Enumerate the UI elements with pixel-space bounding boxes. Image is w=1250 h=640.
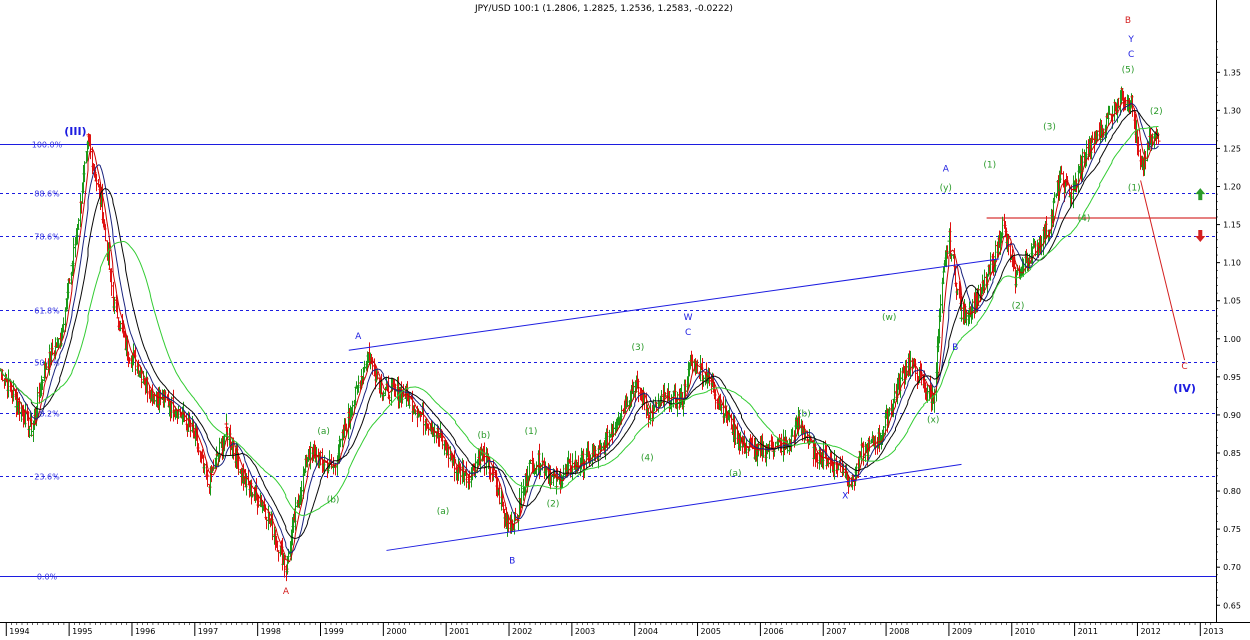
plot-frame (0, 0, 1250, 623)
fib-level-label: 50.0% (34, 359, 60, 368)
wave-label: (2) (1012, 301, 1025, 311)
x-tick-label: 2000 (386, 627, 406, 636)
fib-level-label: 0.0% (37, 573, 58, 582)
channel-line (386, 463, 962, 551)
y-tick-label: 0.90 (1223, 411, 1241, 420)
x-tick-label: 2001 (449, 627, 469, 636)
y-tick-label: 1.25 (1223, 144, 1241, 153)
moving-average-line (0, 102, 1159, 554)
x-tick-label: 1997 (198, 627, 218, 636)
wave-label: (5) (1122, 65, 1135, 75)
fib-level-label: 38.2% (34, 410, 60, 419)
wave-label: (1) (983, 160, 996, 170)
x-tick-label: 1996 (135, 627, 155, 636)
wave-labels: (III)AA(a)(b)(a)(b)B(1)(2)(3)(4)WC(b)(a)… (64, 16, 1206, 597)
wave-label: A (355, 332, 362, 342)
arrow-up-icon (1195, 188, 1206, 201)
y-tick-label: 1.35 (1223, 68, 1241, 77)
arrow-down-icon (1195, 230, 1206, 243)
wave-label: (b) (798, 409, 811, 419)
wave-label: B (952, 343, 958, 353)
wave-label: Y (1127, 35, 1134, 45)
x-tick-label: 2011 (1078, 627, 1098, 636)
price-bars (0, 86, 1161, 582)
fib-levels: 100.0% 88.6% 78.6% 61.8% 50.0% 38.2% 23.6% 0.0% (0, 141, 1216, 582)
wave-label: (a) (317, 427, 330, 437)
x-tick-label: 2008 (889, 627, 909, 636)
wave-label: (4) (1078, 214, 1091, 224)
y-tick-label: 1.15 (1223, 221, 1241, 230)
y-tick-label: 0.65 (1223, 601, 1241, 610)
x-tick-label: 2002 (512, 627, 532, 636)
y-tick-label: 0.95 (1223, 373, 1241, 382)
wave-label: (2) (547, 499, 560, 509)
channel-line (348, 258, 1000, 351)
x-tick-label: 1998 (261, 627, 281, 636)
wave-label: B (1125, 16, 1131, 26)
wave-label: (III) (64, 125, 86, 138)
wave-label: (1) (525, 427, 538, 437)
x-tick-label: 1999 (323, 627, 343, 636)
fib-level-label: 78.6% (34, 233, 60, 242)
y-tick-label: 1.05 (1223, 297, 1241, 306)
y-tick-label: 0.75 (1223, 525, 1241, 534)
wave-label: X (842, 492, 848, 502)
fib-level-label: 88.6% (34, 190, 60, 199)
y-tick-label: 0.80 (1223, 487, 1241, 496)
x-tick-label: 1994 (9, 627, 29, 636)
fib-level-label: 61.8% (34, 307, 60, 316)
wave-label: (b) (478, 431, 491, 441)
wave-label: (3) (1043, 122, 1056, 132)
wave-label: W (684, 313, 693, 323)
trend-lines (348, 180, 1186, 551)
wave-label: A (943, 164, 950, 174)
x-tick-label: 2004 (638, 627, 658, 636)
x-tick-label: 1995 (72, 627, 92, 636)
x-tick-label: 2012 (1140, 627, 1160, 636)
fib-level-label: 100.0% (32, 141, 63, 150)
y-tick-label: 1.10 (1223, 259, 1241, 268)
wave-label: (2) (1150, 107, 1163, 117)
axes: 0.65 0.70 0.75 0.80 0.85 0.90 0.95 1.00 1.05 1.10… (5, 41, 1241, 636)
wave-label: (1) (1128, 183, 1141, 193)
x-tick-label: 2007 (826, 627, 846, 636)
wave-label: (w) (882, 313, 896, 323)
moving-averages (0, 99, 1159, 563)
wave-label: (x) (927, 416, 939, 426)
y-tick-label: 1.20 (1223, 183, 1241, 192)
wave-label: (4) (641, 454, 654, 464)
y-tick-label: 0.70 (1223, 563, 1241, 572)
x-tick-label: 2013 (1203, 627, 1223, 636)
y-tick-label: 1.00 (1223, 335, 1241, 344)
moving-average-line (0, 109, 1159, 539)
wave-label: (b) (327, 495, 340, 505)
wave-label: (a) (729, 469, 742, 479)
chart-title: JPY/USD 100:1 (1.2806, 1.2825, 1.2536, 1… (474, 4, 733, 14)
wave-label: A (283, 587, 290, 597)
wave-label: B (509, 556, 515, 566)
wave-label: C (1181, 362, 1187, 372)
projection-line (1140, 180, 1186, 361)
x-tick-label: 2005 (701, 627, 721, 636)
moving-average-line (0, 99, 1159, 563)
wave-label: C (1128, 50, 1134, 60)
x-tick-label: 2006 (763, 627, 783, 636)
fib-level-label: 23.6% (34, 473, 60, 482)
x-tick-label: 2009 (952, 627, 972, 636)
wave-label: (a) (437, 507, 450, 517)
x-tick-label: 2003 (575, 627, 595, 636)
moving-average-line (0, 126, 1159, 516)
wave-label: (IV) (1173, 382, 1196, 395)
y-tick-label: 1.30 (1223, 106, 1241, 115)
x-tick-label: 2010 (1015, 627, 1035, 636)
y-tick-label: 0.85 (1223, 449, 1241, 458)
wave-label: (y) (940, 183, 952, 193)
wave-label: (3) (631, 343, 644, 353)
wave-label: C (685, 328, 691, 338)
